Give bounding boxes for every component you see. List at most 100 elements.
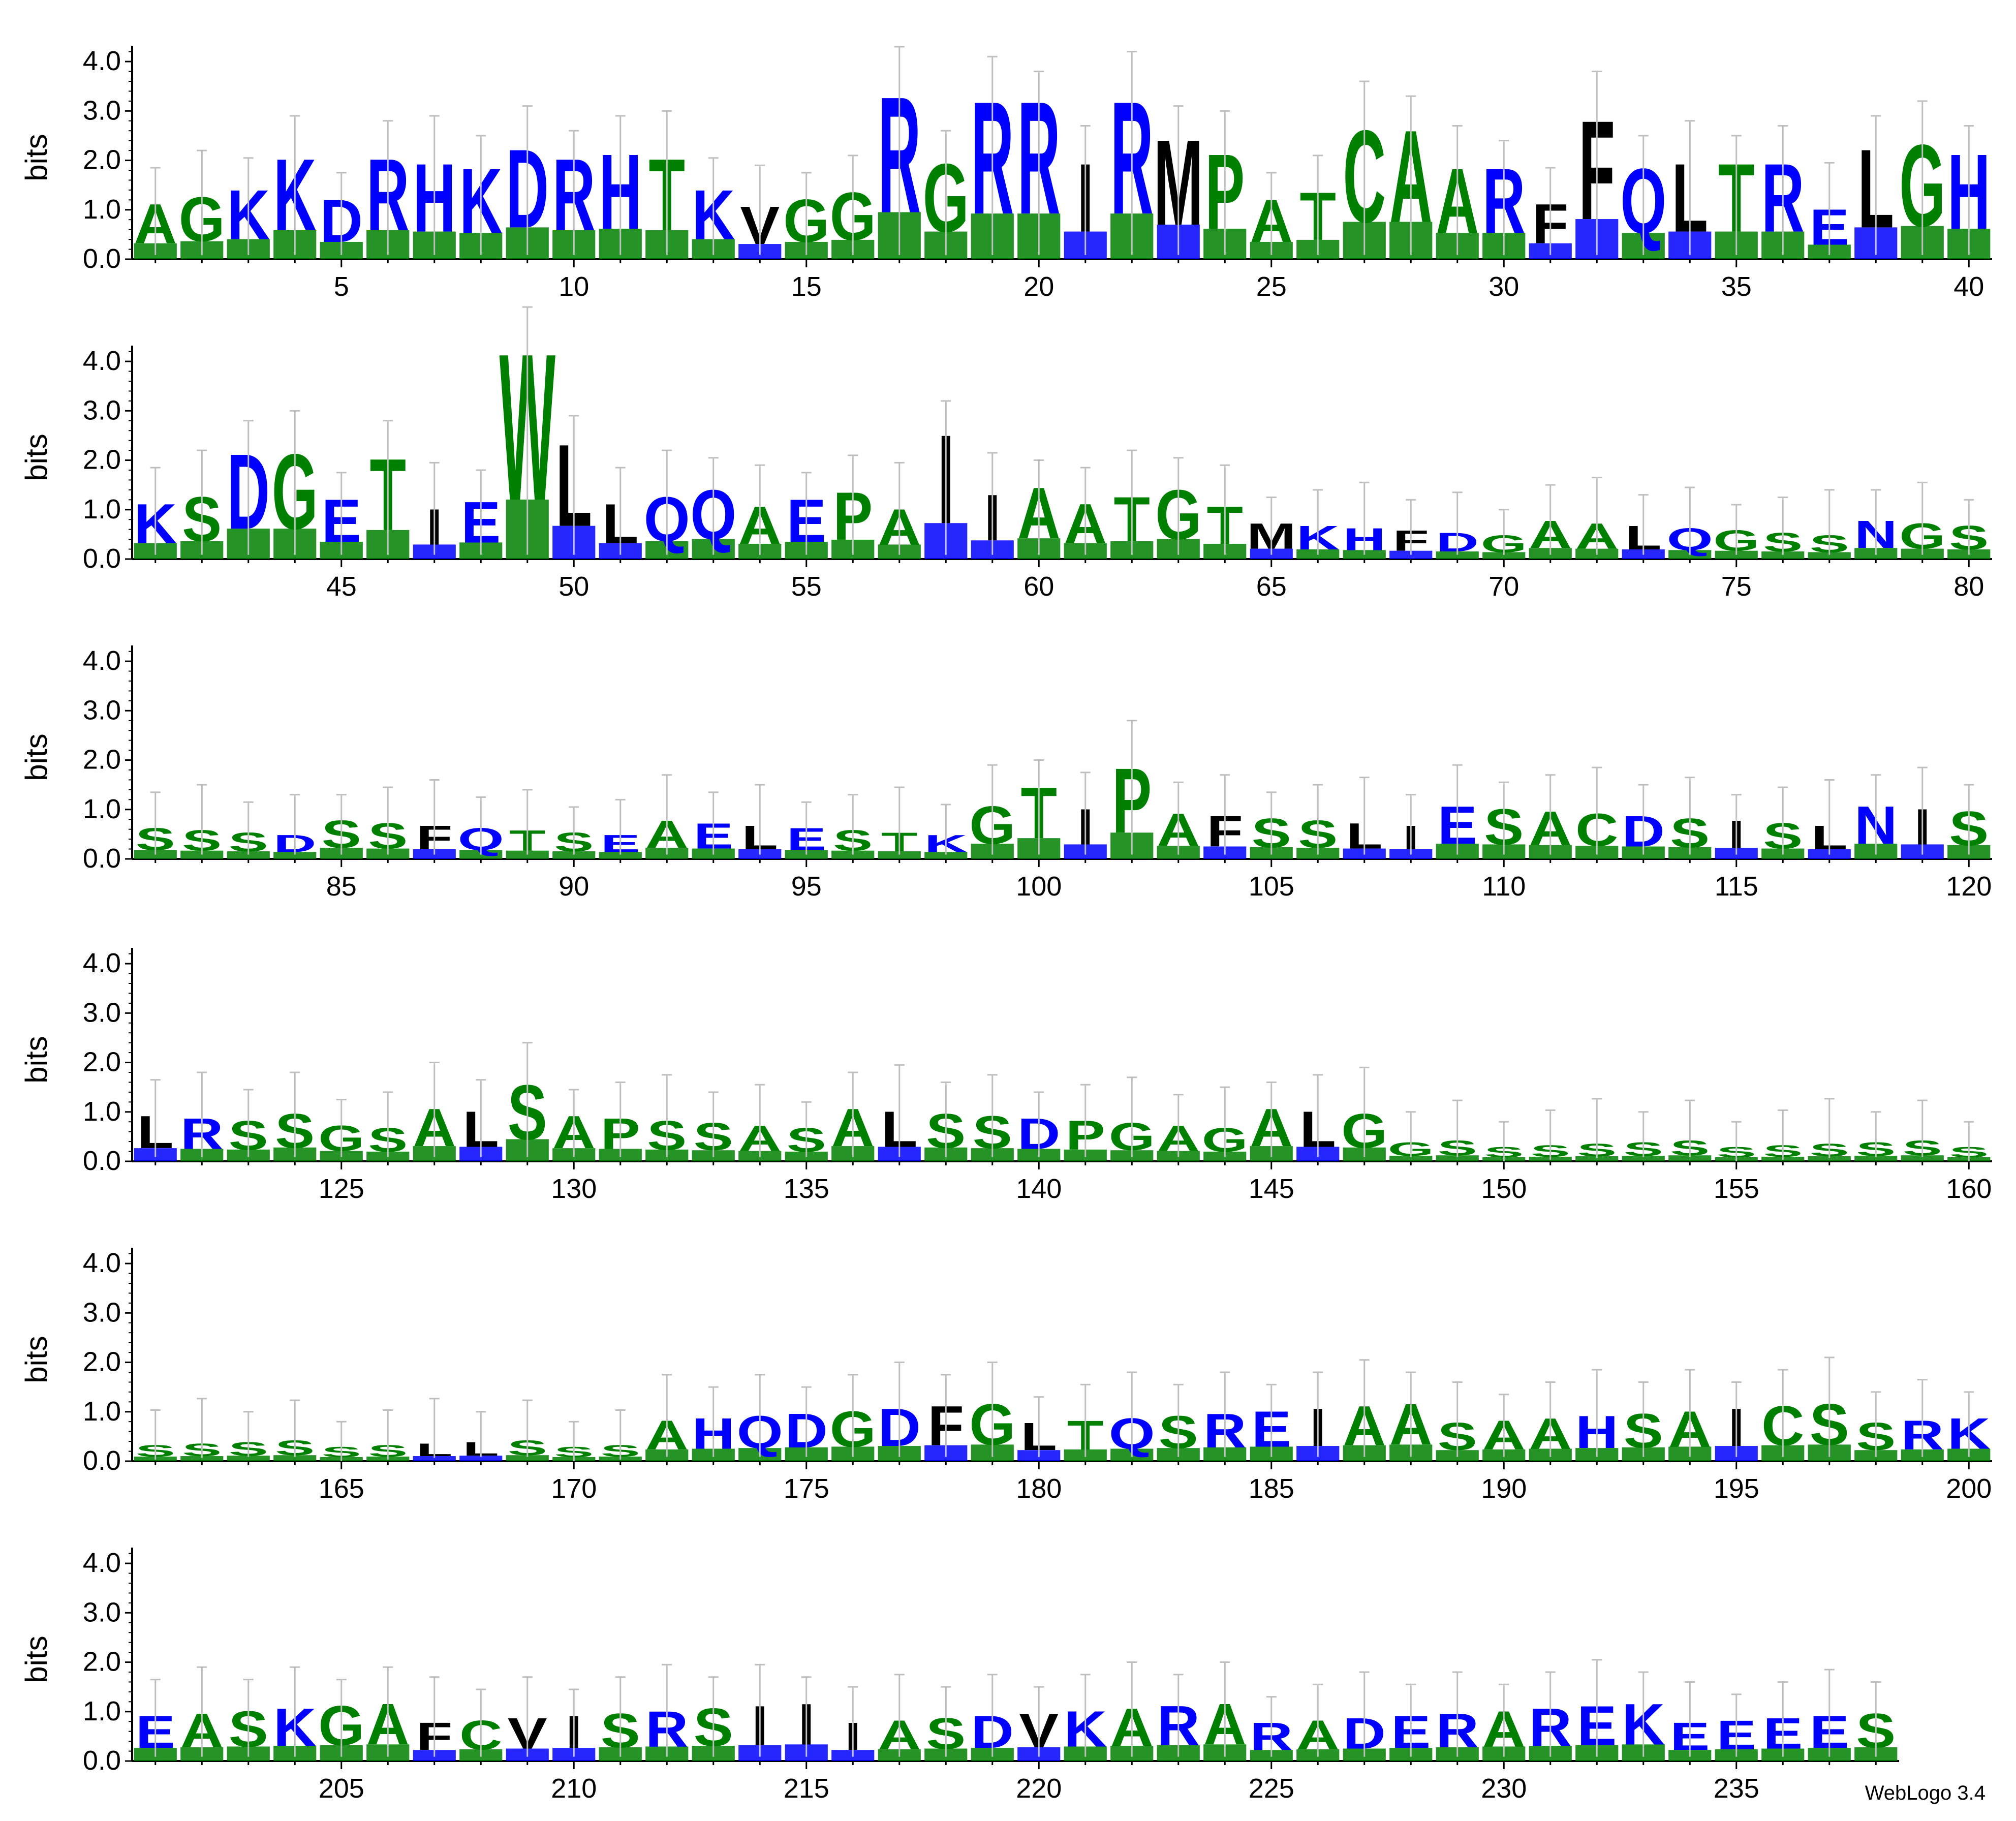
x-tick-label: 45 (326, 571, 357, 602)
logo-letter-minor (227, 1456, 270, 1461)
weblogo-credit: WebLogo 3.4 (1865, 1782, 1986, 1804)
logo-letter-minor (552, 851, 596, 859)
logo-letter-minor (506, 850, 549, 859)
x-tick-label: 5 (334, 271, 349, 302)
x-tick-label: 35 (1721, 271, 1752, 302)
y-tick-label: 4.0 (83, 948, 121, 978)
x-tick-label: 195 (1714, 1473, 1759, 1504)
y-axis-label: bits (19, 733, 53, 781)
x-tick-label: 220 (1016, 1773, 1062, 1804)
x-tick-label: 145 (1249, 1174, 1294, 1204)
y-tick-label: 2.0 (83, 445, 121, 475)
x-tick-label: 140 (1016, 1174, 1062, 1204)
y-tick-label: 2.0 (83, 1647, 121, 1677)
y-tick-label: 2.0 (83, 1347, 121, 1377)
logo-letter-minor (1436, 551, 1479, 559)
x-tick-label: 185 (1249, 1473, 1294, 1504)
x-tick-label: 40 (1953, 271, 1984, 302)
y-tick-label: 0.0 (83, 243, 121, 274)
y-tick-label: 1.0 (83, 194, 121, 225)
y-tick-label: 2.0 (83, 745, 121, 775)
y-tick-label: 4.0 (83, 1248, 121, 1278)
logo-letter-minor (878, 851, 921, 859)
logo-letter-minor (180, 1456, 224, 1461)
y-tick-label: 3.0 (83, 395, 121, 425)
logo-letter-minor (831, 850, 875, 859)
logo-letter-minor (1715, 550, 1758, 559)
y-tick-label: 1.0 (83, 1696, 121, 1726)
y-tick-label: 3.0 (83, 695, 121, 725)
logo-letter-minor (273, 852, 317, 859)
logo-letter-minor (1436, 1155, 1479, 1161)
y-tick-label: 0.0 (83, 543, 121, 574)
logo-letter-minor (1622, 1156, 1665, 1161)
logo-letter-minor (1761, 551, 1805, 559)
x-tick-label: 205 (319, 1773, 364, 1804)
y-axis-label: bits (19, 134, 53, 181)
y-tick-label: 2.0 (83, 145, 121, 175)
x-tick-label: 85 (326, 871, 357, 902)
y-tick-label: 0.0 (83, 1445, 121, 1476)
logo-letter-minor (1482, 552, 1526, 559)
x-tick-label: 90 (559, 871, 589, 902)
x-tick-label: 110 (1482, 871, 1526, 902)
x-tick-label: 80 (1953, 571, 1984, 602)
y-tick-label: 1.0 (83, 794, 121, 824)
y-tick-label: 0.0 (83, 843, 121, 874)
y-axis-label: bits (19, 1635, 53, 1683)
logo-letter-minor (180, 850, 224, 859)
logo-letter-minor (1575, 1156, 1619, 1161)
y-axis-label: bits (19, 434, 53, 481)
logo-letter-minor (506, 1455, 549, 1461)
x-tick-label: 165 (319, 1473, 364, 1504)
y-tick-label: 3.0 (83, 1297, 121, 1328)
x-tick-label: 55 (791, 571, 822, 602)
x-tick-label: 15 (791, 271, 822, 302)
y-axis-label: bits (19, 1336, 53, 1383)
x-tick-label: 200 (1946, 1473, 1992, 1504)
x-tick-label: 10 (559, 271, 589, 302)
x-tick-label: 70 (1488, 571, 1519, 602)
y-tick-label: 3.0 (83, 1597, 121, 1627)
y-tick-label: 1.0 (83, 1096, 121, 1127)
x-tick-label: 170 (551, 1473, 597, 1504)
x-tick-label: 190 (1481, 1473, 1527, 1504)
x-tick-label: 225 (1249, 1773, 1294, 1804)
logo-letter-minor (413, 1456, 456, 1461)
x-tick-label: 60 (1023, 571, 1054, 602)
logo-letter-minor (1901, 1155, 1944, 1161)
x-tick-label: 135 (784, 1174, 829, 1204)
x-tick-label: 175 (784, 1473, 829, 1504)
logo-letter-minor (1854, 1156, 1898, 1161)
x-tick-label: 230 (1481, 1773, 1527, 1804)
y-tick-label: 1.0 (83, 1396, 121, 1427)
logo-letter-minor (1668, 1155, 1712, 1161)
x-tick-label: 125 (319, 1174, 364, 1204)
x-tick-label: 30 (1488, 271, 1519, 302)
logo-letter-minor (599, 852, 642, 859)
logo-letter-minor (1808, 1156, 1851, 1161)
y-tick-label: 0.0 (83, 1146, 121, 1176)
x-tick-label: 210 (551, 1773, 597, 1804)
x-tick-label: 105 (1249, 871, 1294, 902)
y-tick-label: 1.0 (83, 494, 121, 524)
x-tick-label: 65 (1256, 571, 1287, 602)
logo-letter-minor (459, 1456, 503, 1461)
x-tick-label: 215 (784, 1773, 829, 1804)
x-tick-label: 235 (1714, 1773, 1759, 1804)
y-tick-label: 3.0 (83, 997, 121, 1028)
x-tick-label: 150 (1481, 1174, 1527, 1204)
logo-letter-minor (1389, 550, 1433, 559)
x-tick-label: 120 (1946, 871, 1992, 902)
logo-letter-minor (1389, 1156, 1433, 1161)
y-tick-label: 2.0 (83, 1047, 121, 1077)
x-tick-label: 155 (1714, 1174, 1759, 1204)
x-tick-label: 50 (559, 571, 589, 602)
y-tick-label: 3.0 (83, 95, 121, 126)
y-tick-label: 0.0 (83, 1745, 121, 1776)
